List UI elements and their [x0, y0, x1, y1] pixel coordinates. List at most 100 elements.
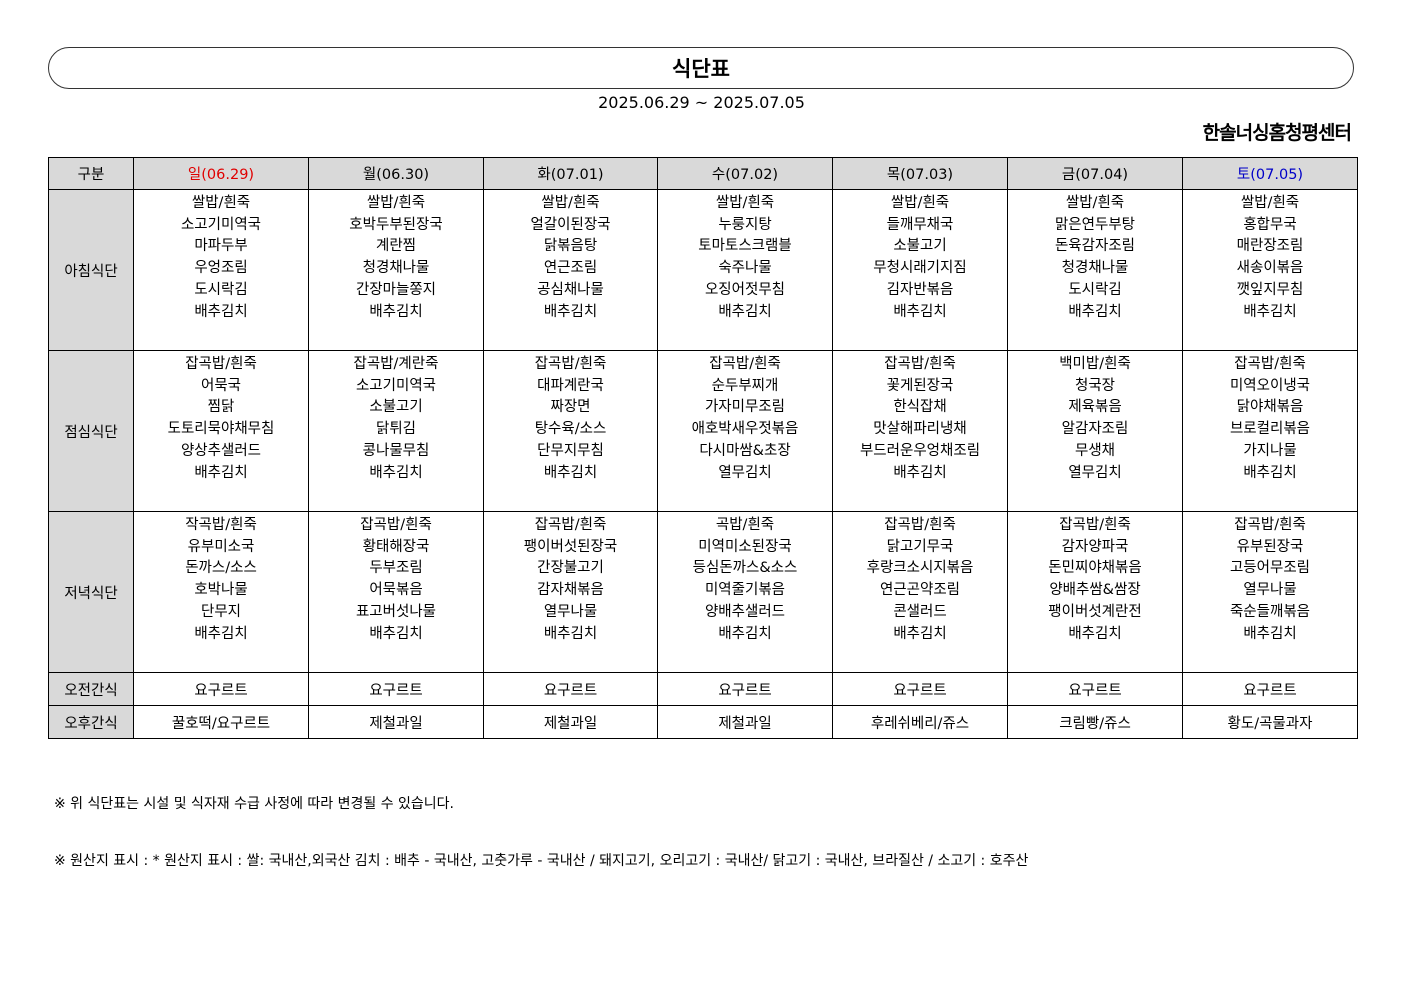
- menu-item: 부드러운우엉채조림: [859, 442, 981, 459]
- menu-item: 소고기미역국: [180, 216, 262, 233]
- menu-item: 연근조림: [543, 260, 598, 277]
- menu-item: 열무김치: [718, 464, 772, 481]
- menu-item: 김자반볶음: [886, 281, 954, 298]
- meal-label: 점심식단: [48, 350, 134, 512]
- header-day: 토(07.05): [1182, 157, 1358, 190]
- header-row: 구분 일(06.29) 월(06.30) 화(07.01) 수(07.02) 목(07.0…: [48, 157, 1358, 190]
- menu-item: 황태해장국: [362, 538, 430, 555]
- menu-cell: 쌀밥/흰죽 누룽지탕 토마토스크램블 숙주나물 오징어젓무침 배추김치: [657, 189, 833, 351]
- menu-item: 열무나물: [1243, 582, 1297, 599]
- menu-item: 배추김치: [893, 303, 947, 320]
- menu-item: 대파계란국: [537, 377, 604, 394]
- menu-item: 소고기미역국: [355, 377, 437, 394]
- menu-item: 쌀밥/흰죽: [890, 195, 950, 211]
- menu-item: 배추김치: [718, 303, 772, 320]
- menu-item: 등심돈까스&소스: [692, 560, 798, 577]
- menu-item: 닭튀김: [375, 421, 417, 438]
- menu-item: 찜닭: [207, 399, 235, 416]
- menu-item: 들깨무채국: [886, 216, 954, 233]
- header-day: 화(07.01): [483, 157, 658, 190]
- menu-item: 닭고기무국: [886, 538, 954, 555]
- menu-item: 잡곡밥/흰죽: [1234, 356, 1306, 372]
- menu-item: 곡밥/흰죽: [715, 517, 775, 533]
- menu-cell: 백미밥/흰죽 청국장 제육볶음 알감자조림 무생채 열무김치: [1007, 350, 1183, 512]
- menu-item: 청경채나물: [362, 260, 430, 277]
- center-name: 한솔너싱홈청평센터: [1202, 122, 1352, 144]
- menu-item: 가자미무조림: [704, 399, 786, 416]
- menu-item: 두부조림: [369, 560, 423, 577]
- menu-item: 잡곡밥/흰죽: [1234, 517, 1306, 533]
- menu-item: 배추김치: [893, 464, 947, 481]
- menu-cell: 잡곡밥/흰죽 감자양파국 돈민찌야채볶음 양배추쌈&쌈장 팽이버섯계란전 배추김치: [1007, 511, 1183, 673]
- menu-item: 잡곡밥/흰죽: [1059, 517, 1131, 533]
- snack-cell: 꿀호떡/요구르트: [133, 705, 309, 739]
- header-day: 수(07.02): [657, 157, 833, 190]
- menu-cell: 잡곡밥/흰죽 꽃게된장국 한식잡채 맛살해파리냉채 부드러운우엉채조림 배추김치: [832, 350, 1008, 512]
- menu-item: 배추김치: [1243, 303, 1297, 320]
- menu-item: 오징어젓무침: [704, 281, 786, 298]
- menu-item: 애호박새우젓볶음: [691, 421, 799, 438]
- menu-item: 양배추샐러드: [704, 603, 786, 620]
- menu-item: 단무지무침: [537, 442, 604, 459]
- snack-cell: 요구르트: [1007, 672, 1183, 706]
- menu-item: 한식잡채: [893, 399, 947, 416]
- menu-item: 매란장조림: [1236, 238, 1304, 255]
- page-title: 식단표: [672, 57, 730, 81]
- menu-item: 쌀밥/흰죽: [1240, 195, 1300, 211]
- menu-item: 짜장면: [550, 399, 591, 416]
- snack-cell: 크림빵/쥬스: [1007, 705, 1183, 739]
- menu-cell: 잡곡밥/흰죽 닭고기무국 후랑크소시지볶음 연근곤약조림 콘샐러드 배추김치: [832, 511, 1008, 673]
- header-day: 금(07.04): [1007, 157, 1183, 190]
- snack-row: 오전간식 요구르트 요구르트 요구르트 요구르트 요구르트 요구르트 요구르트: [48, 672, 1358, 706]
- snack-cell: 제철과일: [657, 705, 833, 739]
- menu-item: 홍합무국: [1243, 216, 1297, 233]
- menu-item: 배추김치: [893, 625, 947, 642]
- menu-item: 맛살해파리냉채: [873, 421, 967, 438]
- menu-table: 구분 일(06.29) 월(06.30) 화(07.01) 수(07.02) 목(07.0…: [48, 157, 1358, 739]
- menu-item: 잡곡밥/흰죽: [534, 517, 607, 533]
- menu-item: 표고버섯나물: [355, 603, 437, 620]
- meal-row: 점심식단 잡곡밥/흰죽 어묵국 찜닭 도토리묵야채무침 양상추샐러드 배추김치 잡곡밥/계란죽…: [48, 350, 1358, 512]
- menu-item: 잡곡밥/흰죽: [884, 356, 956, 372]
- header-day: 일(06.29): [133, 157, 309, 190]
- menu-item: 소불고기: [893, 238, 947, 255]
- menu-item: 배추김치: [543, 303, 598, 320]
- menu-item: 닭야채볶음: [1236, 399, 1304, 416]
- meal-row: 아침식단 쌀밥/흰죽 소고기미역국 마파두부 우엉조림 도시락김 배추김치 쌀밥/흰죽 호박두부…: [48, 189, 1358, 351]
- menu-item: 후랑크소시지볶음: [866, 560, 974, 577]
- snack-cell: 요구르트: [483, 672, 658, 706]
- menu-item: 다시마쌈&초장: [699, 442, 791, 459]
- menu-item: 브로컬리볶음: [1229, 421, 1311, 438]
- menu-item: 열무나물: [543, 603, 598, 620]
- menu-item: 배추김치: [194, 303, 248, 320]
- menu-item: 배추김치: [194, 625, 248, 642]
- menu-item: 팽이버섯된장국: [523, 538, 618, 555]
- meal-row: 저녁식단 작곡밥/흰죽 유부미소국 돈까스/소스 호박나물 단무지 배추김치 잡곡밥/흰죽 황태…: [48, 511, 1358, 673]
- snack-label: 오전간식: [48, 672, 134, 706]
- menu-item: 배추김치: [369, 464, 423, 481]
- menu-item: 어묵국: [200, 377, 242, 394]
- menu-cell: 쌀밥/흰죽 호박두부된장국 계란찜 청경채나물 간장마늘쫑지 배추김치: [308, 189, 484, 351]
- menu-item: 배추김치: [369, 303, 423, 320]
- menu-cell: 잡곡밥/계란죽 소고기미역국 소불고기 닭튀김 콩나물무침 배추김치: [308, 350, 484, 512]
- menu-item: 유부미소국: [187, 538, 255, 555]
- header-day: 월(06.30): [308, 157, 484, 190]
- menu-item: 새송이볶음: [1236, 260, 1304, 277]
- menu-item: 호박나물: [194, 582, 248, 599]
- note-change-notice: ※ 위 식단표는 시설 및 식자재 수급 사정에 따라 변경될 수 있습니다.: [54, 796, 455, 812]
- menu-item: 쌀밥/흰죽: [541, 195, 600, 211]
- snack-label: 오후간식: [48, 705, 134, 739]
- menu-item: 양배추쌈&쌈장: [1049, 582, 1141, 599]
- menu-item: 배추김치: [1243, 625, 1297, 642]
- header-day: 목(07.03): [832, 157, 1008, 190]
- snack-row: 오후간식 꿀호떡/요구르트 제철과일 제철과일 제철과일 후레쉬베리/쥬스 크림빵/쥬스 황도…: [48, 705, 1358, 739]
- menu-cell: 작곡밥/흰죽 유부미소국 돈까스/소스 호박나물 단무지 배추김치: [133, 511, 309, 673]
- menu-cell: 잡곡밥/흰죽 미역오이냉국 닭야채볶음 브로컬리볶음 가지나물 배추김치: [1182, 350, 1358, 512]
- menu-item: 누룽지탕: [718, 216, 772, 233]
- menu-item: 감자양파국: [1061, 538, 1129, 555]
- menu-cell: 잡곡밥/흰죽 대파계란국 짜장면 탕수육/소스 단무지무침 배추김치: [483, 350, 658, 512]
- menu-item: 쌀밥/흰죽: [715, 195, 775, 211]
- menu-item: 잡곡밥/흰죽: [185, 356, 257, 372]
- menu-item: 맑은연두부탕: [1054, 216, 1136, 233]
- menu-item: 배추김치: [369, 625, 423, 642]
